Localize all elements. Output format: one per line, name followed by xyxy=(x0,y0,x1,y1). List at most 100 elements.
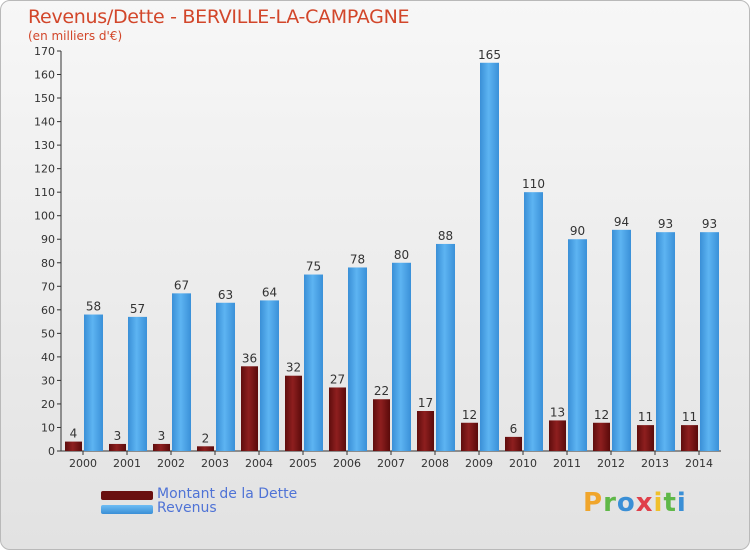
bar-debt-2000 xyxy=(65,441,82,451)
bar-revenue-2012 xyxy=(612,229,631,451)
data-label-debt-2011: 13 xyxy=(550,405,565,419)
data-label-debt-2012: 12 xyxy=(594,408,609,422)
bar-debt-2012 xyxy=(593,422,610,451)
data-label-revenue-2007: 80 xyxy=(394,248,409,262)
data-label-debt-2014: 11 xyxy=(682,410,697,424)
y-tick-label: 40 xyxy=(41,351,55,364)
logo-letter: P xyxy=(583,488,604,518)
x-tick-label: 2012 xyxy=(597,457,625,470)
y-tick-label: 150 xyxy=(34,92,55,105)
y-tick-label: 90 xyxy=(41,233,55,246)
data-label-debt-2009: 12 xyxy=(462,408,477,422)
bar-revenue-2003 xyxy=(216,302,235,451)
x-tick-label: 2007 xyxy=(377,457,405,470)
bar-revenue-2013 xyxy=(656,232,675,451)
data-label-revenue-2011: 90 xyxy=(570,224,585,238)
legend-swatch-debt xyxy=(101,491,153,500)
x-tick-label: 2006 xyxy=(333,457,361,470)
bar-debt-2013 xyxy=(637,425,654,451)
x-tick-label: 2008 xyxy=(421,457,449,470)
y-tick-label: 110 xyxy=(34,186,55,199)
data-label-revenue-2014: 93 xyxy=(702,217,717,231)
legend-swatch-revenue xyxy=(101,505,153,514)
chart-title: Revenus/Dette - BERVILLE-LA-CAMPAGNE xyxy=(28,6,410,28)
bar-revenue-2000 xyxy=(84,314,103,451)
bar-revenue-2007 xyxy=(392,262,411,451)
x-tick-label: 2011 xyxy=(553,457,581,470)
bar-debt-2006 xyxy=(329,387,346,451)
y-tick-label: 30 xyxy=(41,374,55,387)
legend-label-debt: Montant de la Dette xyxy=(157,486,298,502)
bar-debt-2007 xyxy=(373,399,390,451)
bar-debt-2009 xyxy=(461,422,478,451)
bar-revenue-2004 xyxy=(260,300,279,451)
data-label-revenue-2010: 110 xyxy=(522,177,545,191)
y-tick-label: 170 xyxy=(34,45,55,58)
bar-debt-2011 xyxy=(549,420,566,451)
bar-revenue-2010 xyxy=(524,192,543,452)
bar-debt-2005 xyxy=(285,375,302,451)
data-label-revenue-2008: 88 xyxy=(438,229,453,243)
data-label-revenue-2000: 58 xyxy=(86,300,101,314)
data-label-debt-2005: 32 xyxy=(286,361,301,375)
x-tick-label: 2004 xyxy=(245,457,273,470)
y-tick-label: 10 xyxy=(41,421,55,434)
bar-debt-2004 xyxy=(241,366,258,451)
bar-revenue-2014 xyxy=(700,232,719,451)
data-label-debt-2000: 4 xyxy=(70,427,78,441)
data-label-revenue-2001: 57 xyxy=(130,302,145,316)
logo-letter: t xyxy=(663,488,677,518)
x-tick-label: 2014 xyxy=(685,457,713,470)
data-label-debt-2010: 6 xyxy=(510,422,518,436)
x-tick-label: 2009 xyxy=(465,457,493,470)
x-tick-label: 2000 xyxy=(69,457,97,470)
data-label-debt-2002: 3 xyxy=(158,429,166,443)
data-label-revenue-2002: 67 xyxy=(174,278,189,292)
data-label-debt-2001: 3 xyxy=(114,429,122,443)
bar-revenue-2011 xyxy=(568,239,587,451)
logo-letter: i xyxy=(653,488,664,518)
bar-revenue-2006 xyxy=(348,267,367,451)
bar-debt-2002 xyxy=(153,443,170,451)
bar-revenue-2009 xyxy=(480,62,499,451)
data-label-revenue-2009: 165 xyxy=(478,48,501,62)
data-label-debt-2013: 11 xyxy=(638,410,653,424)
legend-label-revenue: Revenus xyxy=(157,500,217,516)
bar-debt-2010 xyxy=(505,436,522,451)
x-tick-label: 2013 xyxy=(641,457,669,470)
data-label-revenue-2006: 78 xyxy=(350,252,365,266)
logo-letter: r xyxy=(603,488,617,518)
data-label-debt-2008: 17 xyxy=(418,396,433,410)
y-tick-label: 60 xyxy=(41,304,55,317)
y-tick-label: 130 xyxy=(34,139,55,152)
data-label-revenue-2013: 93 xyxy=(658,217,673,231)
x-tick-label: 2010 xyxy=(509,457,537,470)
y-tick-label: 50 xyxy=(41,327,55,340)
data-label-debt-2006: 27 xyxy=(330,372,345,386)
chart-subtitle: (en milliers d'€) xyxy=(28,29,123,43)
logo-letter: i xyxy=(676,488,687,518)
x-tick-label: 2005 xyxy=(289,457,317,470)
data-label-revenue-2012: 94 xyxy=(614,215,629,229)
bar-revenue-2001 xyxy=(128,316,147,451)
bar-revenue-2008 xyxy=(436,243,455,451)
y-tick-label: 70 xyxy=(41,280,55,293)
x-tick-label: 2002 xyxy=(157,457,185,470)
bar-debt-2003 xyxy=(197,446,214,451)
bar-debt-2014 xyxy=(681,425,698,451)
proxiti-logo: Proxiti xyxy=(583,488,687,518)
data-label-revenue-2003: 63 xyxy=(218,288,233,302)
y-tick-label: 0 xyxy=(48,445,55,458)
logo-letter: o xyxy=(616,488,636,518)
data-label-debt-2004: 36 xyxy=(242,351,257,365)
data-label-revenue-2005: 75 xyxy=(306,260,321,274)
data-label-revenue-2004: 64 xyxy=(262,285,277,299)
y-tick-label: 140 xyxy=(34,116,55,129)
y-tick-label: 20 xyxy=(41,398,55,411)
data-label-debt-2007: 22 xyxy=(374,384,389,398)
bar-revenue-2005 xyxy=(304,274,323,451)
y-tick-label: 100 xyxy=(34,210,55,223)
y-tick-label: 80 xyxy=(41,257,55,270)
